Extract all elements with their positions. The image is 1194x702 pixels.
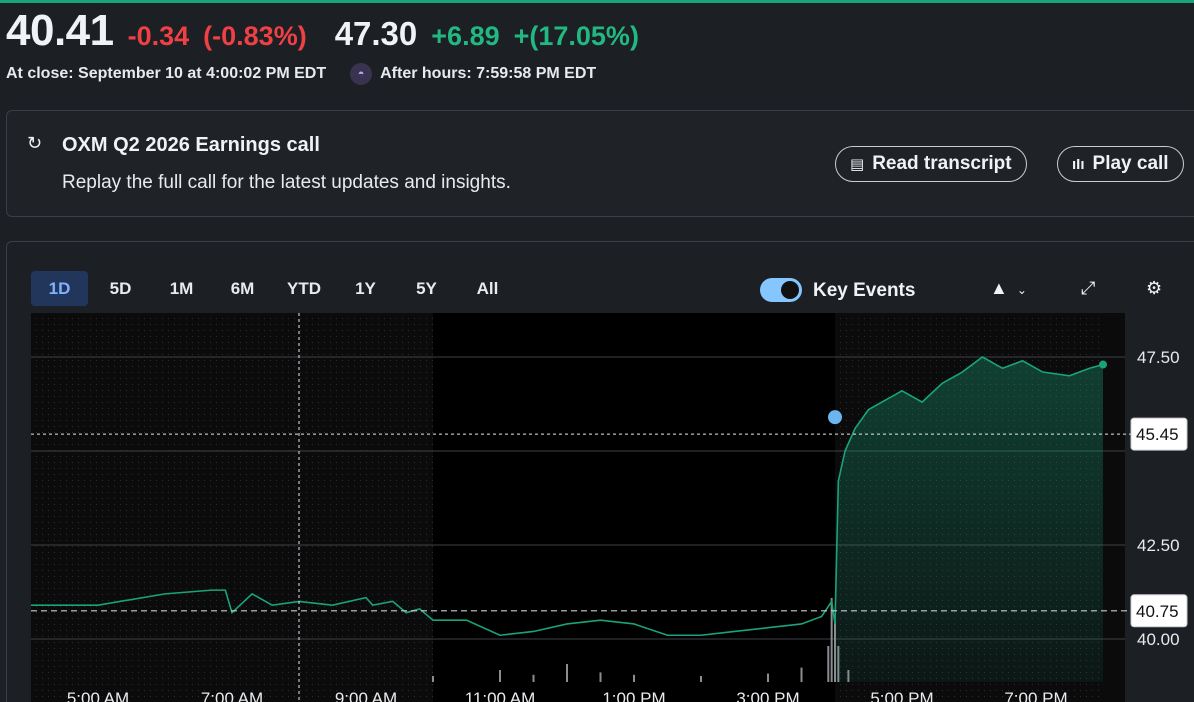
volume-bar-0 — [432, 676, 434, 682]
after-hours-fill — [835, 357, 1103, 682]
earnings-call-title: OXM Q2 2026 Earnings call — [62, 134, 320, 156]
range-button-5d[interactable]: 5D — [109, 278, 132, 298]
play-call-label: Play call — [1092, 153, 1169, 174]
price-change-percent: (-0.83%) — [203, 21, 307, 51]
volume-bar-7 — [767, 673, 769, 682]
earnings-call-subtitle: Replay the full call for the latest upda… — [62, 172, 511, 193]
after-hours-change-percent: +(17.05%) — [513, 21, 639, 51]
audio-wave-icon: ıIı — [1072, 155, 1085, 173]
volume-bar-4 — [599, 672, 602, 682]
x-tick-label: 7:00 AM — [201, 689, 263, 702]
after-hours-change: +6.89 — [431, 21, 500, 51]
last-price: 40.41 — [6, 6, 114, 55]
range-button-6m[interactable]: 6M — [230, 278, 255, 298]
y-tick-label: 40.00 — [1137, 630, 1180, 649]
volume-bar-1 — [499, 670, 501, 682]
range-button-1m[interactable]: 1M — [169, 278, 194, 298]
read-transcript-label: Read transcript — [872, 153, 1012, 174]
after-hours-price: 47.30 — [334, 15, 418, 52]
crosshair-price-label-box — [1130, 417, 1188, 451]
y-tick-label: 47.50 — [1137, 348, 1180, 367]
quote-header: 40.41 -0.34 (-0.83%) 47.30 +6.89 +(17.05… — [6, 6, 639, 56]
transcript-icon: ▤ — [850, 156, 865, 173]
x-tick-label: 1:00 PM — [602, 689, 665, 702]
volume-bar-6 — [700, 676, 702, 682]
price-line — [31, 356, 1104, 637]
gear-icon[interactable]: ⚙ — [1146, 278, 1163, 298]
expand-icon[interactable]: ⤢ — [1081, 278, 1096, 298]
market-status-line: At close: September 10 at 4:00:02 PM EDT… — [6, 63, 596, 85]
moon-icon: ◓ — [350, 63, 373, 85]
volume-bar-5 — [633, 674, 635, 682]
x-tick-label: 5:00 AM — [67, 689, 129, 702]
price-change: -0.34 — [127, 21, 190, 51]
x-tick-label: 9:00 AM — [335, 689, 397, 702]
mountain-chart-icon: ▲ — [990, 278, 1008, 298]
close-label: At close: September 10 at 4:00:02 PM EDT — [6, 65, 327, 82]
volume-bar-8 — [800, 667, 803, 682]
previous-close-label-box — [1130, 594, 1188, 628]
read-transcript-button[interactable]: ▤ Read transcript — [835, 146, 1027, 182]
range-button-all[interactable]: All — [476, 278, 499, 298]
key-event-marker — [828, 410, 842, 425]
x-tick-label: 3:00 PM — [736, 689, 799, 702]
range-button-1d[interactable]: 1D — [31, 271, 88, 306]
previous-close-label: 40.75 — [1136, 602, 1179, 621]
range-selector: 1D 5D 1M 6M YTD 1Y 5Y All — [31, 271, 520, 306]
range-button-ytd[interactable]: YTD — [287, 278, 321, 298]
after-hours-label: After hours: 7:59:58 PM EDT — [380, 65, 597, 82]
regular-session-region — [433, 313, 835, 702]
replay-icon: ↻ — [27, 133, 43, 153]
volume-bar-10 — [830, 598, 833, 682]
chevron-down-icon: ⌄ — [1016, 283, 1027, 297]
premarket-texture — [31, 313, 433, 702]
volume-bar-2 — [532, 674, 535, 682]
x-tick-label: 5:00 PM — [870, 689, 933, 702]
key-events-label: Key Events — [813, 280, 916, 301]
chart-type-dropdown[interactable]: ▲ ⌄ — [990, 278, 1027, 299]
volume-bar-9 — [827, 646, 830, 682]
range-button-5y[interactable]: 5Y — [416, 278, 437, 298]
x-tick-label: 11:00 AM — [465, 689, 536, 702]
x-tick-label: 7:00 PM — [1004, 689, 1067, 702]
volume-bar-3 — [566, 664, 568, 682]
y-tick-label: 42.50 — [1137, 536, 1180, 555]
range-button-1y[interactable]: 1Y — [355, 278, 376, 298]
last-price-dot — [1099, 360, 1107, 369]
key-events-toggle[interactable] — [760, 278, 802, 302]
after-hours-info: ◓ After hours: 7:59:58 PM EDT — [350, 63, 596, 85]
earnings-call-card: ↻ OXM Q2 2026 Earnings call Replay the f… — [6, 110, 1194, 217]
top-accent-bar — [0, 0, 1194, 3]
crosshair-price-label: 45.45 — [1136, 425, 1179, 444]
play-call-button[interactable]: ıIı Play call — [1057, 146, 1184, 182]
